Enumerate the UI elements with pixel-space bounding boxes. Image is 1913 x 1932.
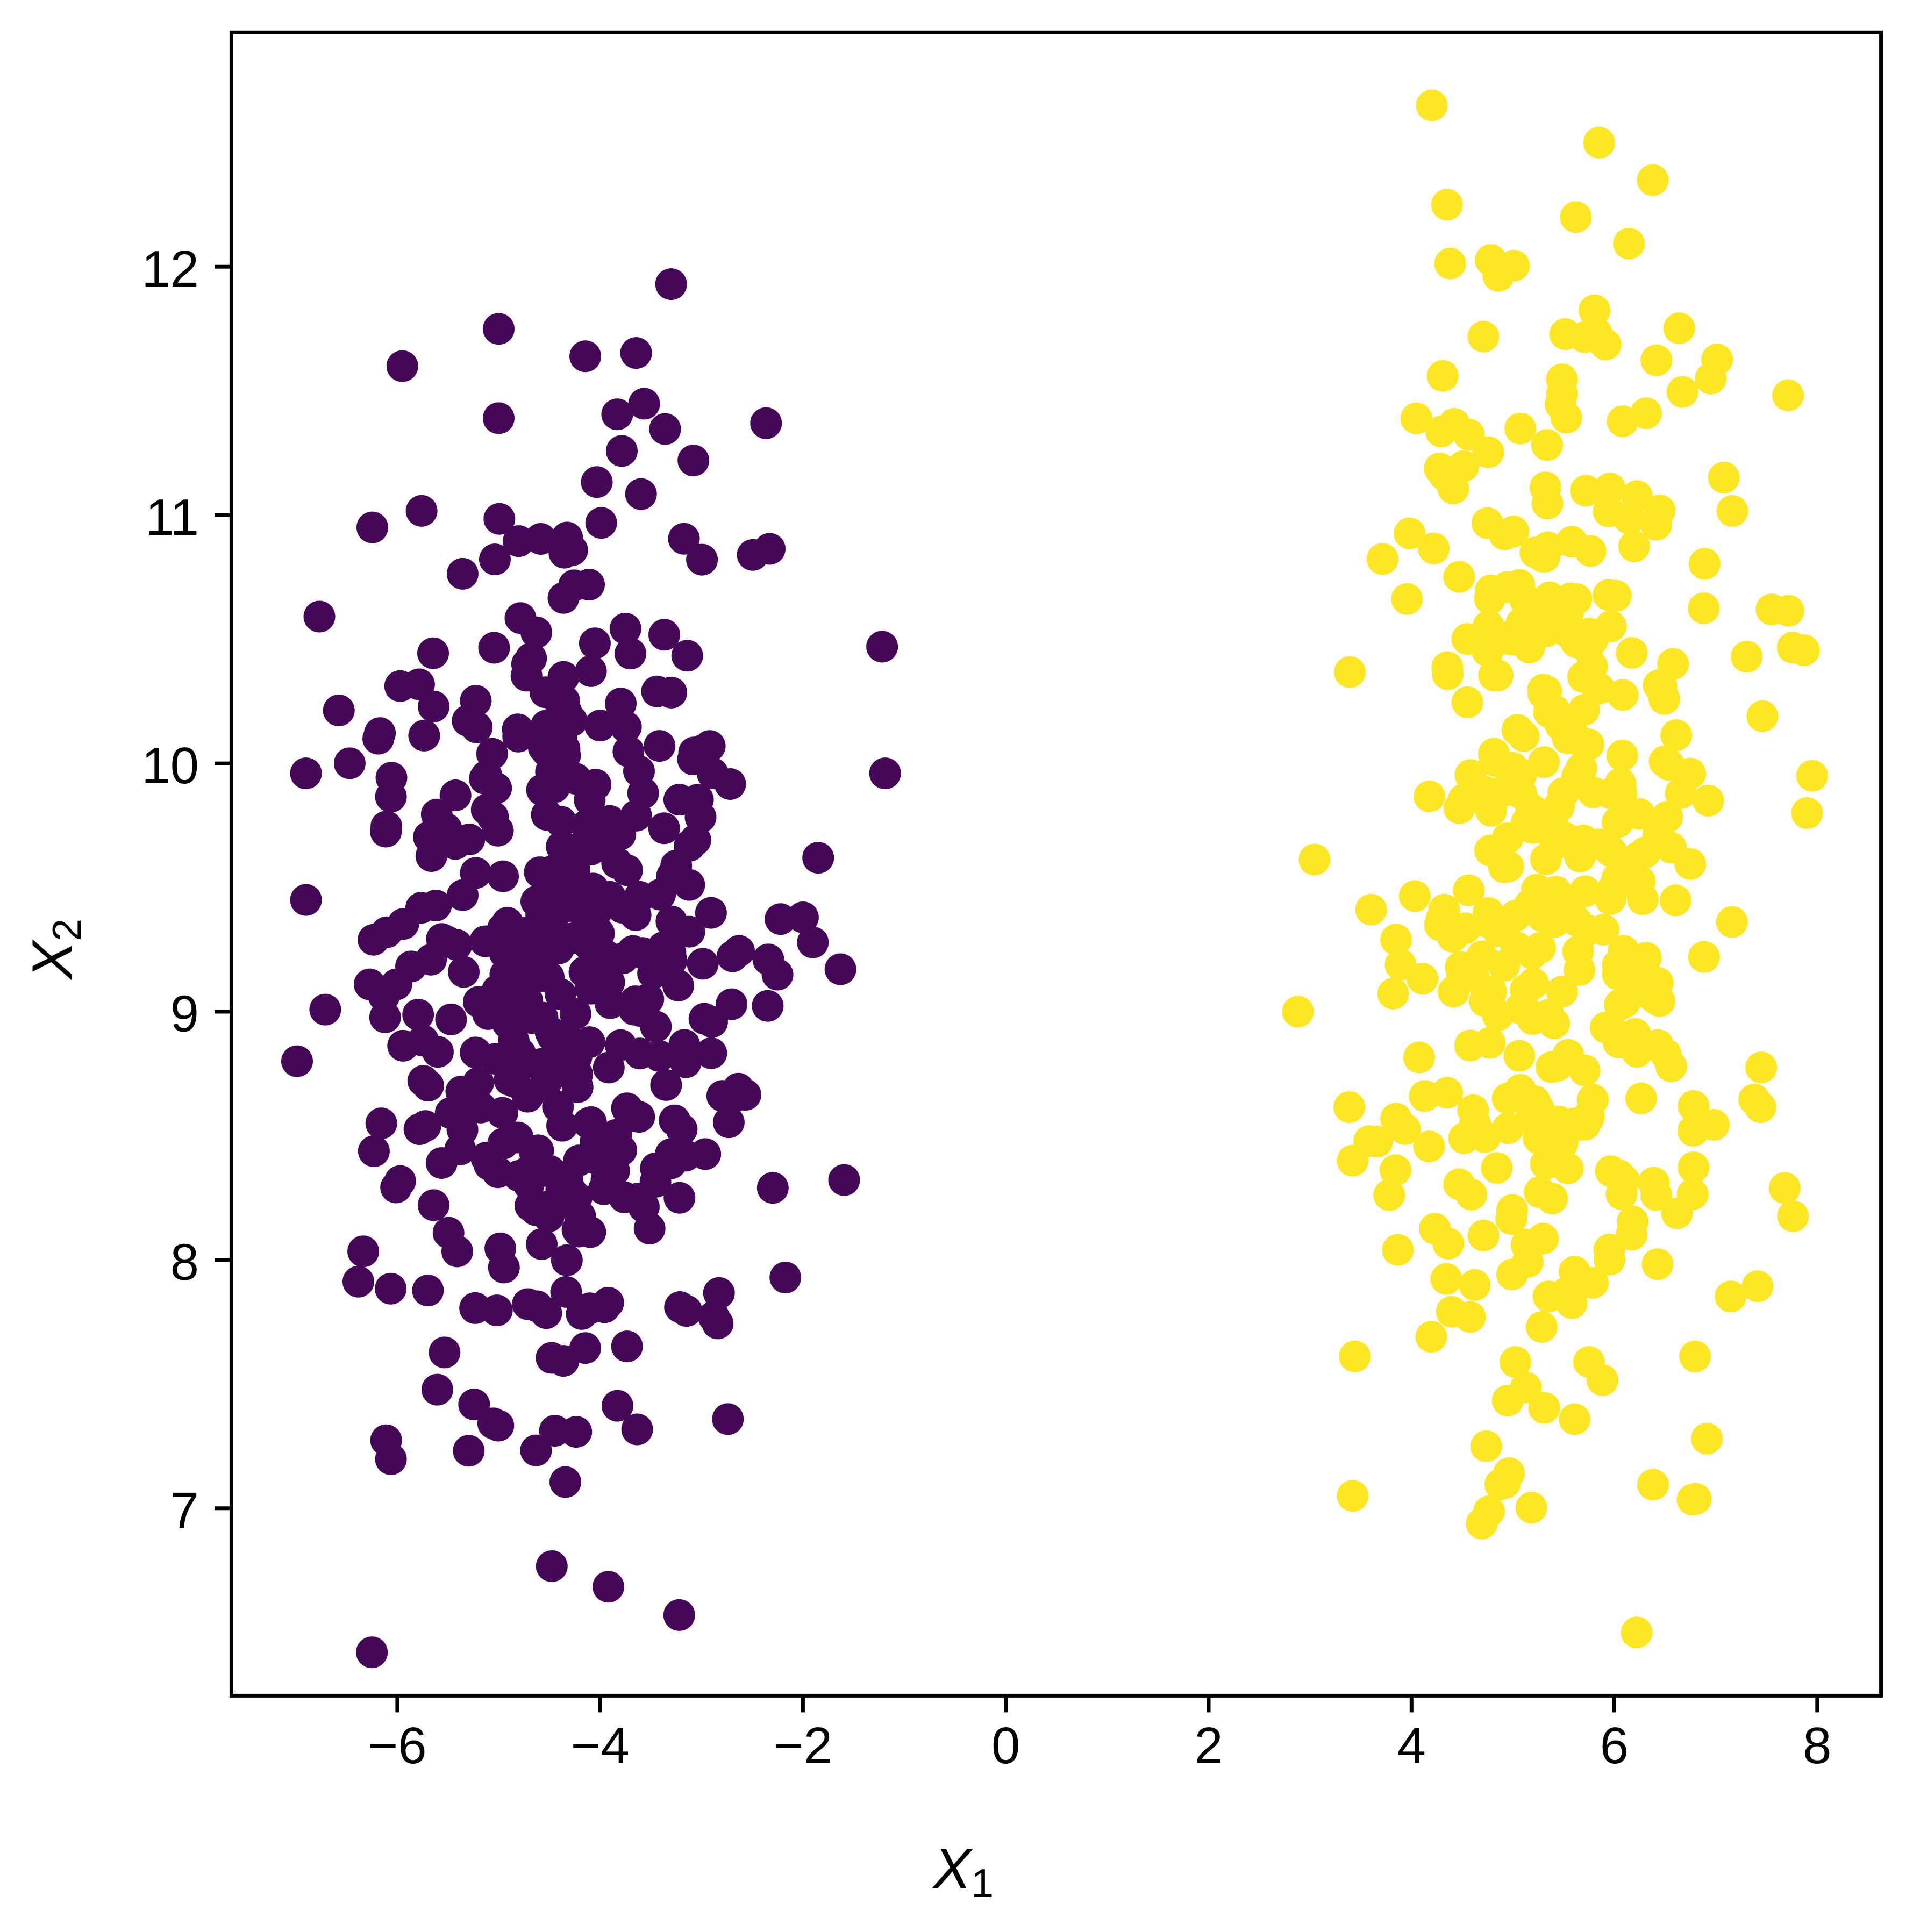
svg-text:2: 2: [1194, 1717, 1223, 1774]
svg-text:0: 0: [991, 1717, 1020, 1774]
svg-text:8: 8: [170, 1234, 199, 1291]
svg-text:−2: −2: [774, 1717, 832, 1774]
svg-text:6: 6: [1600, 1717, 1629, 1774]
svg-text:−6: −6: [368, 1717, 426, 1774]
svg-text:7: 7: [170, 1482, 199, 1540]
svg-text:4: 4: [1397, 1717, 1426, 1774]
svg-text:−4: −4: [570, 1717, 629, 1774]
svg-text:9: 9: [170, 985, 199, 1043]
svg-text:12: 12: [141, 240, 199, 298]
svg-text:10: 10: [141, 737, 199, 795]
svg-text:8: 8: [1803, 1717, 1831, 1774]
svg-text:11: 11: [145, 489, 199, 546]
